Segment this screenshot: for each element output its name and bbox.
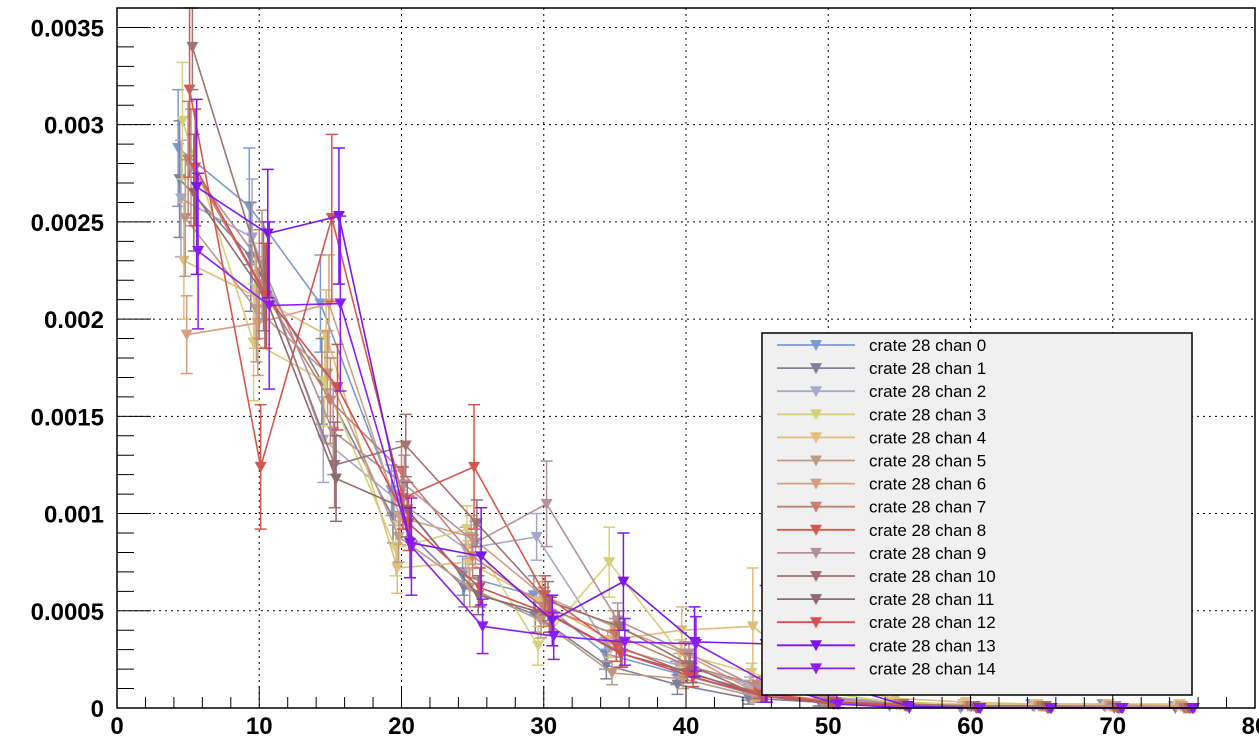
x-tick-label: 0 (110, 713, 123, 740)
data-point (190, 181, 203, 193)
series-layer (172, 7, 1200, 714)
data-point (254, 461, 267, 473)
data-point (180, 329, 193, 341)
data-point (463, 582, 476, 594)
legend-marker (810, 432, 822, 444)
legend-marker (810, 524, 822, 536)
y-tick-label: 0.0015 (31, 404, 104, 431)
data-point (610, 640, 623, 652)
x-tick-label: 20 (388, 713, 415, 740)
legend-marker (810, 386, 822, 398)
y-tick-label: 0 (91, 696, 104, 723)
data-point (470, 518, 483, 530)
data-point (176, 115, 189, 127)
legend-label: crate 28 chan 8 (869, 521, 986, 540)
data-point (689, 638, 702, 650)
x-tick-label: 30 (530, 713, 557, 740)
legend-label: crate 28 chan 10 (869, 567, 996, 586)
x-tick-label: 10 (246, 713, 273, 740)
legend-label: crate 28 chan 3 (869, 405, 986, 424)
legend-marker (810, 594, 822, 606)
x-tick-label: 50 (815, 713, 842, 740)
x-tick-label: 40 (673, 713, 700, 740)
data-point (547, 631, 560, 643)
y-tick-label: 0.0035 (31, 15, 104, 42)
data-point (618, 636, 631, 648)
data-point (186, 41, 199, 53)
data-point (476, 621, 489, 633)
data-point (328, 459, 341, 471)
legend-marker (810, 455, 822, 467)
data-point (546, 615, 559, 627)
data-point (746, 621, 759, 633)
legend-marker (810, 501, 822, 513)
legend-label: crate 28 chan 4 (869, 428, 986, 447)
data-point (460, 524, 473, 536)
legend-marker (810, 340, 822, 351)
x-tick-label: 60 (957, 713, 984, 740)
data-point (527, 590, 540, 602)
data-point (392, 531, 405, 543)
data-point (540, 498, 553, 510)
data-point (532, 640, 545, 652)
legend-label: crate 28 chan 1 (869, 359, 986, 378)
data-point (261, 228, 274, 240)
data-point (192, 246, 205, 258)
data-point (600, 660, 613, 672)
legend-marker (810, 571, 822, 582)
legend-label: crate 28 chan 0 (869, 336, 986, 355)
data-point (334, 298, 347, 310)
legend-marker (810, 363, 822, 375)
data-point (251, 318, 264, 329)
legend-marker (810, 617, 822, 629)
legend-label: crate 28 chan 6 (869, 475, 986, 494)
legend-label: crate 28 chan 9 (869, 544, 986, 563)
y-tick-label: 0.0025 (31, 210, 104, 237)
legend-label: crate 28 chan 12 (869, 613, 996, 632)
data-point (530, 531, 543, 543)
data-point (189, 162, 202, 174)
legend: crate 28 chan 0 crate 28 chan 1 crate 28 c… (761, 332, 1193, 696)
legend-box (761, 332, 1193, 696)
data-point (175, 193, 188, 205)
data-point (263, 300, 276, 312)
data-point (473, 582, 486, 594)
data-point (177, 255, 190, 267)
data-point (399, 440, 412, 452)
data-point (889, 693, 902, 705)
data-point (832, 699, 845, 711)
data-point (405, 541, 418, 553)
x-tick-label: 80 (1242, 713, 1259, 740)
y-tick-label: 0.003 (44, 113, 104, 140)
data-point (671, 679, 684, 691)
data-point (475, 551, 488, 563)
legend-marker (810, 547, 822, 559)
legend-label: crate 28 chan 2 (869, 382, 986, 401)
data-point (613, 621, 626, 633)
legend-marker (810, 663, 822, 675)
y-tick-label: 0.0005 (31, 599, 104, 626)
data-point (468, 461, 481, 473)
data-point (617, 576, 630, 588)
data-point (469, 537, 482, 549)
legend-marker (810, 640, 822, 652)
y-tick-label: 0.002 (44, 307, 104, 334)
data-point (330, 473, 343, 485)
data-point (391, 563, 404, 574)
legend-marker (810, 478, 822, 490)
legend-label: crate 28 chan 11 (869, 590, 994, 609)
legend-marker (810, 409, 822, 421)
axes: 0 10 20 30 40 50 60 70 80 0 0.0005 0.001 0.0015 0.002… (31, 7, 1259, 740)
legend-label: crate 28 chan 13 (869, 636, 996, 655)
data-point (606, 668, 619, 679)
legend-label: crate 28 chan 14 (869, 659, 996, 678)
x-tick-label: 70 (1099, 713, 1126, 740)
legend-label: crate 28 chan 7 (869, 498, 986, 517)
y-tick-label: 0.001 (44, 502, 104, 529)
legend-label: crate 28 chan 5 (869, 452, 986, 471)
data-point (603, 557, 616, 569)
